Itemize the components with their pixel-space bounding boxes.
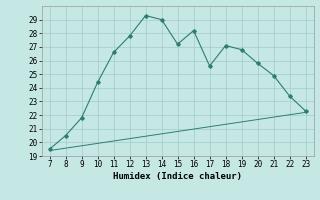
X-axis label: Humidex (Indice chaleur): Humidex (Indice chaleur) — [113, 172, 242, 181]
